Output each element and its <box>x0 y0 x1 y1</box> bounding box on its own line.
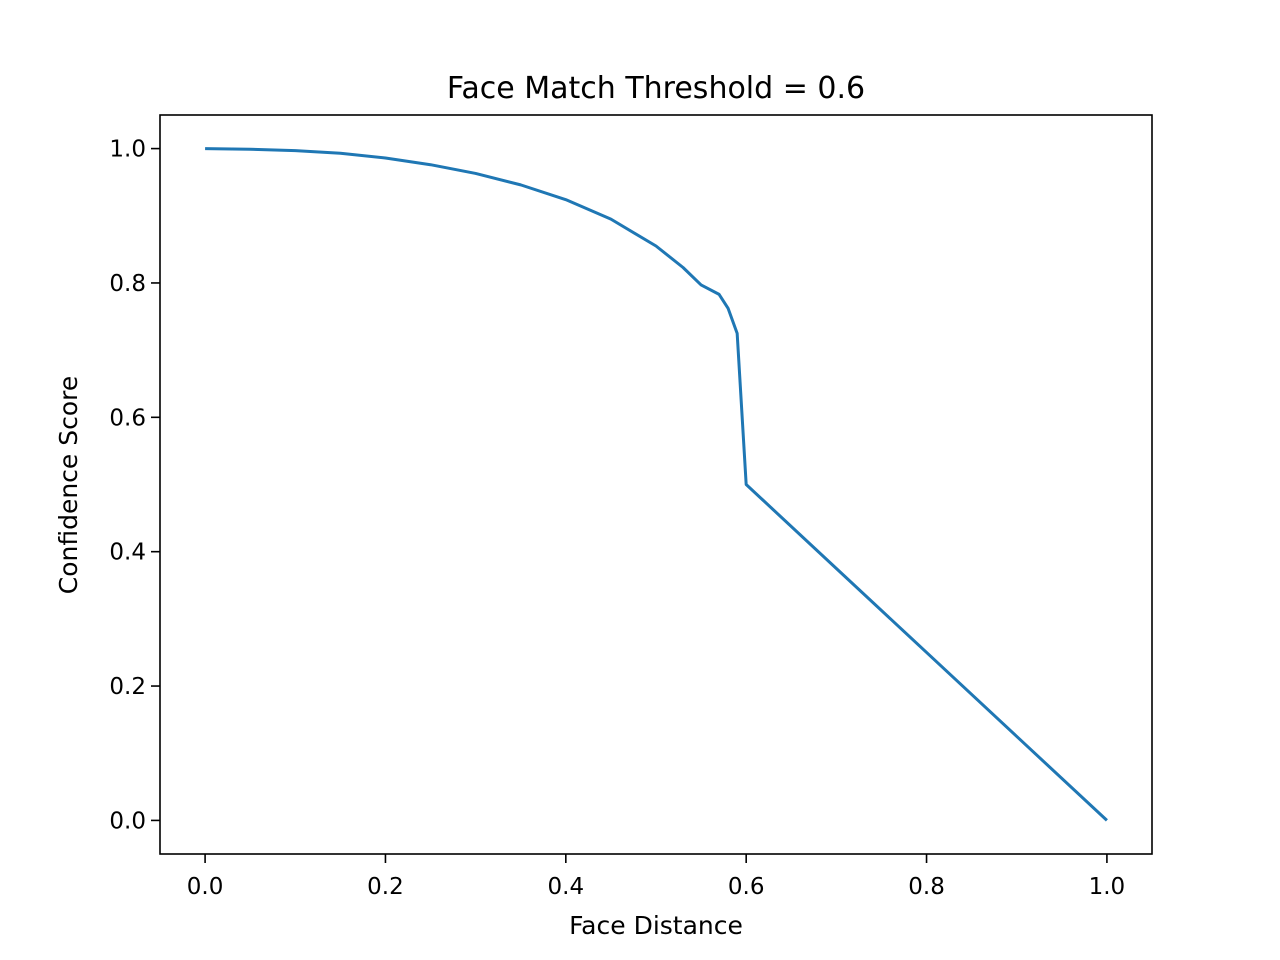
y-tick-label: 0.4 <box>109 540 146 566</box>
x-tick-label: 0.0 <box>187 874 224 900</box>
x-tick-label: 0.6 <box>728 874 765 900</box>
x-axis-label: Face Distance <box>569 911 743 940</box>
x-tick-label: 1.0 <box>1089 874 1126 900</box>
y-tick-label: 0.8 <box>109 271 146 297</box>
y-tick-label: 0.2 <box>109 674 146 700</box>
y-axis: 0.0 0.2 0.4 0.6 0.8 1.0 <box>109 137 160 834</box>
y-axis-label: Confidence Score <box>54 376 83 595</box>
plot-frame <box>159 114 1153 855</box>
chart-title: Face Match Threshold = 0.6 <box>447 71 865 106</box>
series-line-1 <box>205 147 1108 822</box>
x-tick-label: 0.2 <box>367 874 404 900</box>
y-tick-label: 1.0 <box>109 137 146 163</box>
x-axis: 0.0 0.2 0.4 0.6 0.8 1.0 <box>187 854 1125 900</box>
y-tick-label: 0.6 <box>109 405 146 431</box>
y-tick-label: 0.0 <box>109 808 146 834</box>
x-tick-label: 0.4 <box>548 874 585 900</box>
plot-area <box>205 147 1108 822</box>
x-tick-label: 0.8 <box>908 874 945 900</box>
